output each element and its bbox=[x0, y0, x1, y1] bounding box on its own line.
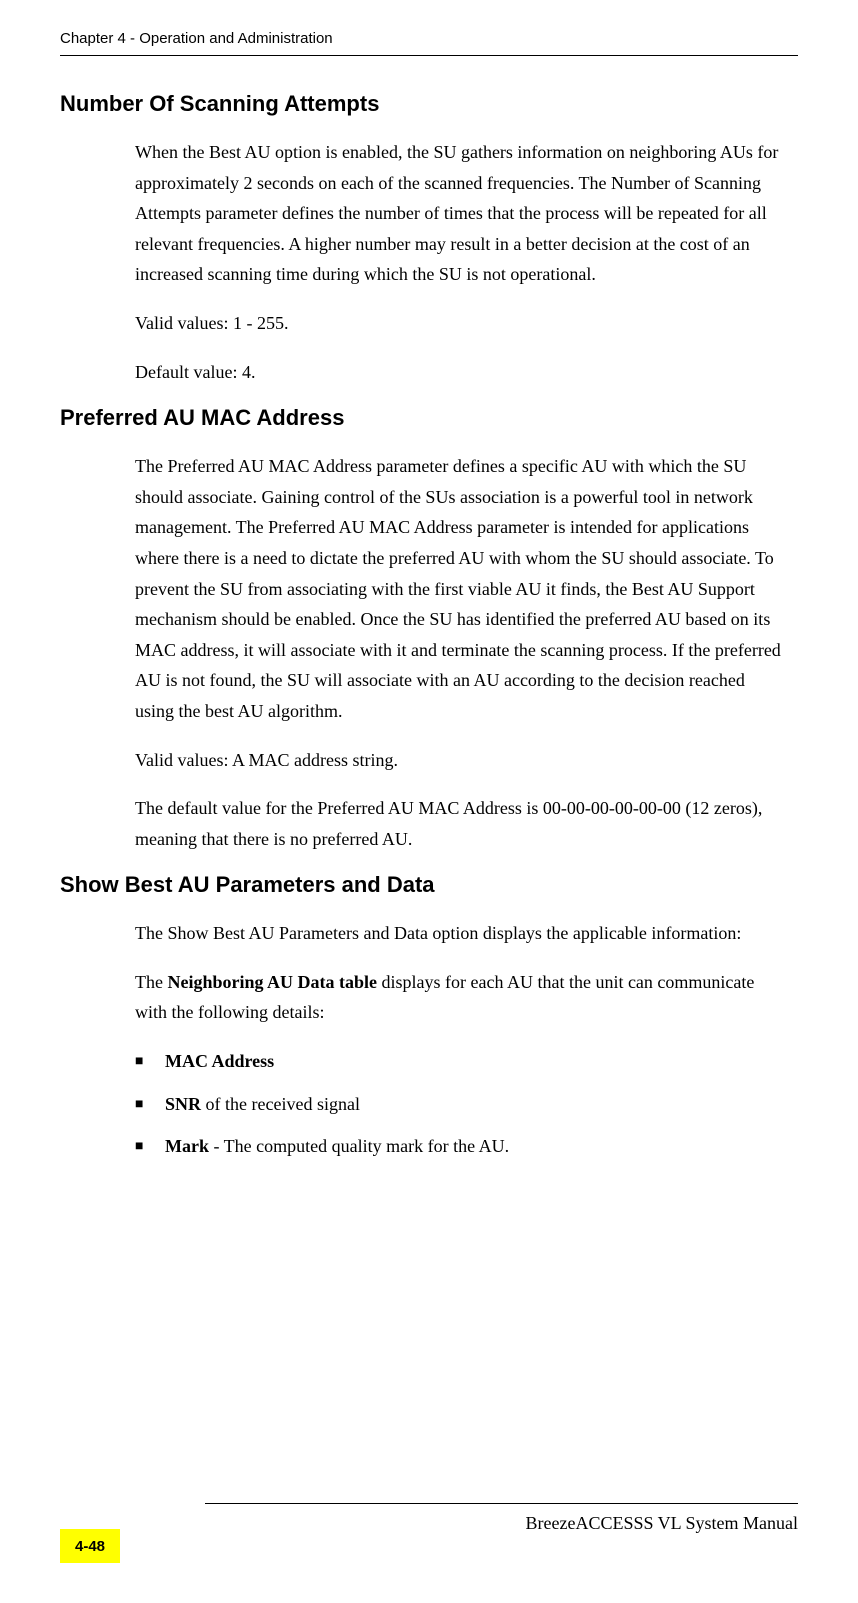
list-item: SNR of the received signal bbox=[135, 1089, 788, 1120]
header-text: Chapter 4 - Operation and Administration bbox=[60, 30, 333, 47]
section-scanning-attempts: Number Of Scanning Attempts When the Bes… bbox=[60, 91, 798, 387]
paragraph-text: The Neighboring AU Data table displays f… bbox=[135, 967, 788, 1028]
text-bold: MAC Address bbox=[165, 1051, 274, 1071]
text-bold: Neighboring AU Data table bbox=[167, 972, 377, 992]
heading-scanning-attempts: Number Of Scanning Attempts bbox=[60, 91, 798, 117]
paragraph-text: Default value: 4. bbox=[135, 357, 788, 388]
paragraph-text: The Show Best AU Parameters and Data opt… bbox=[135, 918, 788, 949]
bullet-list: MAC Address SNR of the received signal M… bbox=[135, 1046, 788, 1162]
paragraph-text: The Preferred AU MAC Address parameter d… bbox=[135, 451, 788, 726]
page-footer: BreezeACCESSS VL System Manual 4-48 bbox=[0, 1503, 798, 1563]
list-item: MAC Address bbox=[135, 1046, 788, 1077]
text-bold: Mark bbox=[165, 1136, 209, 1156]
section-preferred-au-mac: Preferred AU MAC Address The Preferred A… bbox=[60, 405, 798, 854]
text-run: The bbox=[135, 972, 167, 992]
paragraph-text: When the Best AU option is enabled, the … bbox=[135, 137, 788, 290]
heading-show-best-au: Show Best AU Parameters and Data bbox=[60, 872, 798, 898]
paragraph-text: The default value for the Preferred AU M… bbox=[135, 793, 788, 854]
footer-page-number: 4-48 bbox=[75, 1538, 105, 1555]
text-run: - The computed quality mark for the AU. bbox=[209, 1136, 509, 1156]
page-header: Chapter 4 - Operation and Administration bbox=[60, 30, 798, 56]
heading-preferred-au-mac: Preferred AU MAC Address bbox=[60, 405, 798, 431]
section-show-best-au: Show Best AU Parameters and Data The Sho… bbox=[60, 872, 798, 1162]
paragraph-text: Valid values: 1 - 255. bbox=[135, 308, 788, 339]
text-run: of the received signal bbox=[201, 1094, 360, 1114]
paragraph-text: Valid values: A MAC address string. bbox=[135, 745, 788, 776]
footer-manual-title: BreezeACCESSS VL System Manual bbox=[526, 1513, 799, 1534]
text-bold: SNR bbox=[165, 1094, 201, 1114]
list-item: Mark - The computed quality mark for the… bbox=[135, 1131, 788, 1162]
footer-divider bbox=[205, 1503, 798, 1504]
